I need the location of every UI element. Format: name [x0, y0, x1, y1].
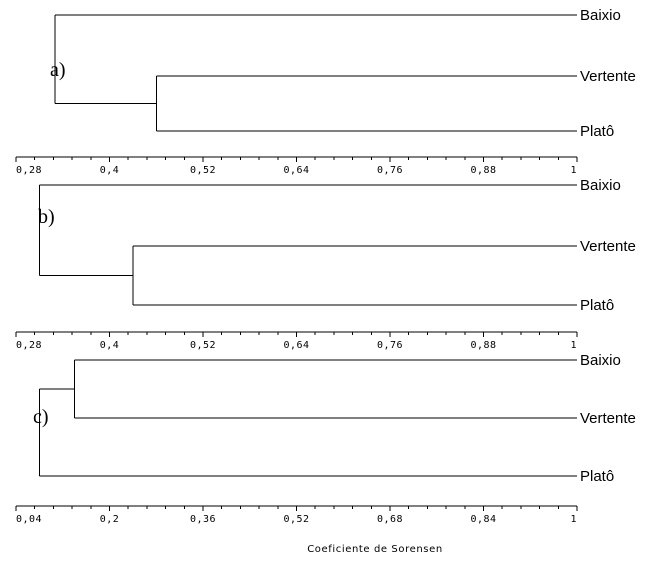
x-tick-label: 0,64	[283, 165, 309, 176]
leaf-label: Platô	[580, 297, 614, 314]
x-tick-label: 0,52	[283, 514, 309, 525]
leaf-label: Platô	[580, 123, 614, 140]
x-tick-label: 0,88	[470, 340, 496, 351]
x-tick-label: 0,2	[100, 514, 120, 525]
x-tick-label: 0,04	[16, 514, 42, 525]
panel-label: b)	[38, 206, 55, 228]
x-tick-label: 1	[570, 165, 577, 176]
x-tick-label: 0,52	[190, 165, 216, 176]
x-tick-label: 0,36	[190, 514, 216, 525]
leaf-label: Baixio	[580, 352, 621, 369]
x-tick-label: 0,84	[470, 514, 496, 525]
leaf-label: Vertente	[580, 238, 636, 255]
x-tick-label: 0,28	[16, 165, 42, 176]
x-tick-label: 0,76	[377, 165, 403, 176]
panel-label: a)	[50, 59, 66, 81]
x-tick-label: 0,52	[190, 340, 216, 351]
leaf-label: Baixio	[580, 177, 621, 194]
x-tick-label: 0,28	[16, 340, 42, 351]
x-tick-label: 1	[570, 340, 577, 351]
x-tick-label: 1	[570, 514, 577, 525]
x-tick-label: 0,64	[283, 340, 309, 351]
x-tick-label: 0,88	[470, 165, 496, 176]
x-tick-label: 0,4	[100, 340, 120, 351]
leaf-label: Platô	[580, 468, 614, 485]
x-tick-label: 0,68	[377, 514, 403, 525]
panel-label: c)	[33, 406, 49, 428]
leaf-label: Vertente	[580, 410, 636, 427]
x-axis-title: Coeficiente de Sorensen	[307, 544, 443, 555]
x-tick-label: 0,4	[100, 165, 120, 176]
leaf-label: Baixio	[580, 7, 621, 24]
leaf-label: Vertente	[580, 68, 636, 85]
x-tick-label: 0,76	[377, 340, 403, 351]
